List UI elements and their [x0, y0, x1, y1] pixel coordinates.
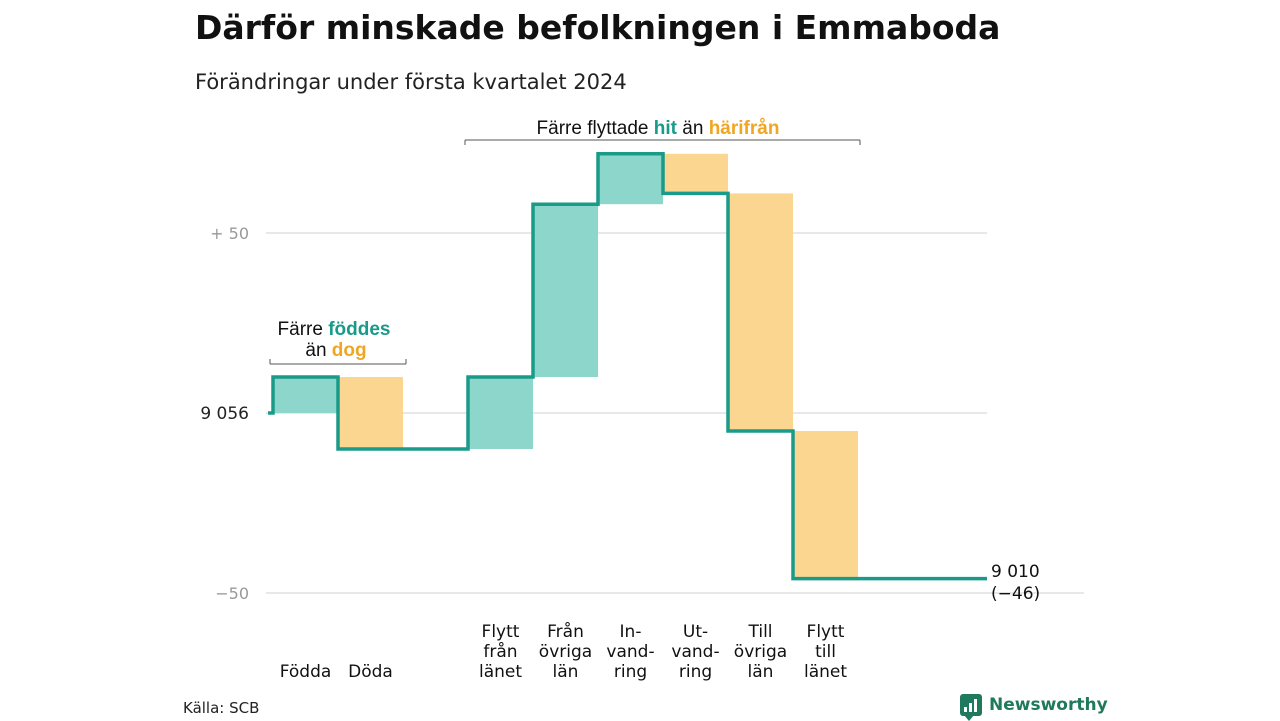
chart-subtitle: Förändringar under första kvartalet 2024 [195, 70, 627, 94]
category-label-line: övriga [734, 642, 787, 662]
bar [663, 153, 728, 194]
net-change-label: (−46) [991, 584, 1040, 604]
end-value-label: 9 010 [991, 562, 1040, 582]
bar [338, 377, 403, 449]
category-label-line: Från [547, 621, 584, 642]
y-tick-label: + 50 [210, 224, 249, 243]
moves-ann-hit: hit [654, 118, 678, 139]
bar [273, 377, 338, 413]
births-ann-an: än [305, 340, 326, 361]
category-label: In-vand-ring [606, 622, 654, 682]
category-label: Flytt till länet [804, 622, 847, 682]
running-total-line [268, 152, 987, 581]
moves-ann-an: än [682, 118, 703, 139]
bars [273, 153, 858, 579]
category-label: Till övriga län [734, 622, 787, 682]
births-annotation-line2: än dog [305, 340, 366, 361]
newsworthy-logo: Newsworthy [960, 694, 1108, 721]
start-value-label: 9 056 [200, 404, 249, 424]
births-ann-faerre: Färre [278, 319, 323, 340]
category-label: Födda [280, 662, 332, 682]
newsworthy-logo-text: Newsworthy [989, 695, 1108, 715]
category-label-line: Flytt [807, 622, 845, 642]
category-label-line: från [483, 641, 517, 662]
y-tick-label: −50 [215, 584, 249, 603]
category-label-line: Flytt [482, 622, 520, 642]
category-label-line: vand- [606, 642, 654, 662]
births-ann-foddes: föddes [328, 319, 390, 340]
category-label-line: län [748, 662, 774, 682]
bar [728, 193, 793, 431]
step-line [268, 152, 987, 581]
moves-ann-faerre: Färre flyttade [537, 118, 649, 139]
bar [533, 204, 598, 377]
bar [598, 153, 663, 205]
category-label: Flytt från länet [479, 622, 522, 682]
category-label: Ut-vand-ring [671, 622, 719, 682]
category-label-line: till [815, 642, 836, 662]
category-label-line: In- [620, 622, 642, 642]
category-label-line: övriga [539, 642, 592, 662]
category-label-line: Döda [348, 662, 393, 682]
births-annotation: Färre föddes än dog [269, 319, 407, 365]
category-label-line: Ut- [683, 622, 708, 642]
category-label-line: ring [679, 662, 712, 682]
category-label-line: Födda [280, 662, 332, 682]
births-annotation-line1: Färre föddes [278, 319, 391, 340]
category-label: Döda [348, 662, 393, 682]
moves-ann-harifran: härifrån [709, 118, 780, 139]
births-ann-dog: dog [332, 340, 367, 361]
moves-annotation: Färre flyttade hit än härifrån [464, 118, 861, 145]
category-label-line: länet [804, 662, 847, 682]
bar [468, 377, 533, 449]
category-label-line: vand- [671, 642, 719, 662]
category-label-line: Till [747, 622, 772, 642]
category-label-line: länet [479, 662, 522, 682]
category-label-line: ring [614, 662, 647, 682]
newsworthy-logo-icon [960, 694, 982, 721]
category-label-line: län [553, 662, 579, 682]
moves-annotation-text: Färre flyttade hit än härifrån [537, 118, 780, 139]
bar [793, 431, 858, 579]
category-label: Från övriga län [539, 621, 592, 682]
chart-title: Därför minskade befolkningen i Emmaboda [195, 8, 1001, 47]
source-note: Källa: SCB [183, 699, 260, 717]
